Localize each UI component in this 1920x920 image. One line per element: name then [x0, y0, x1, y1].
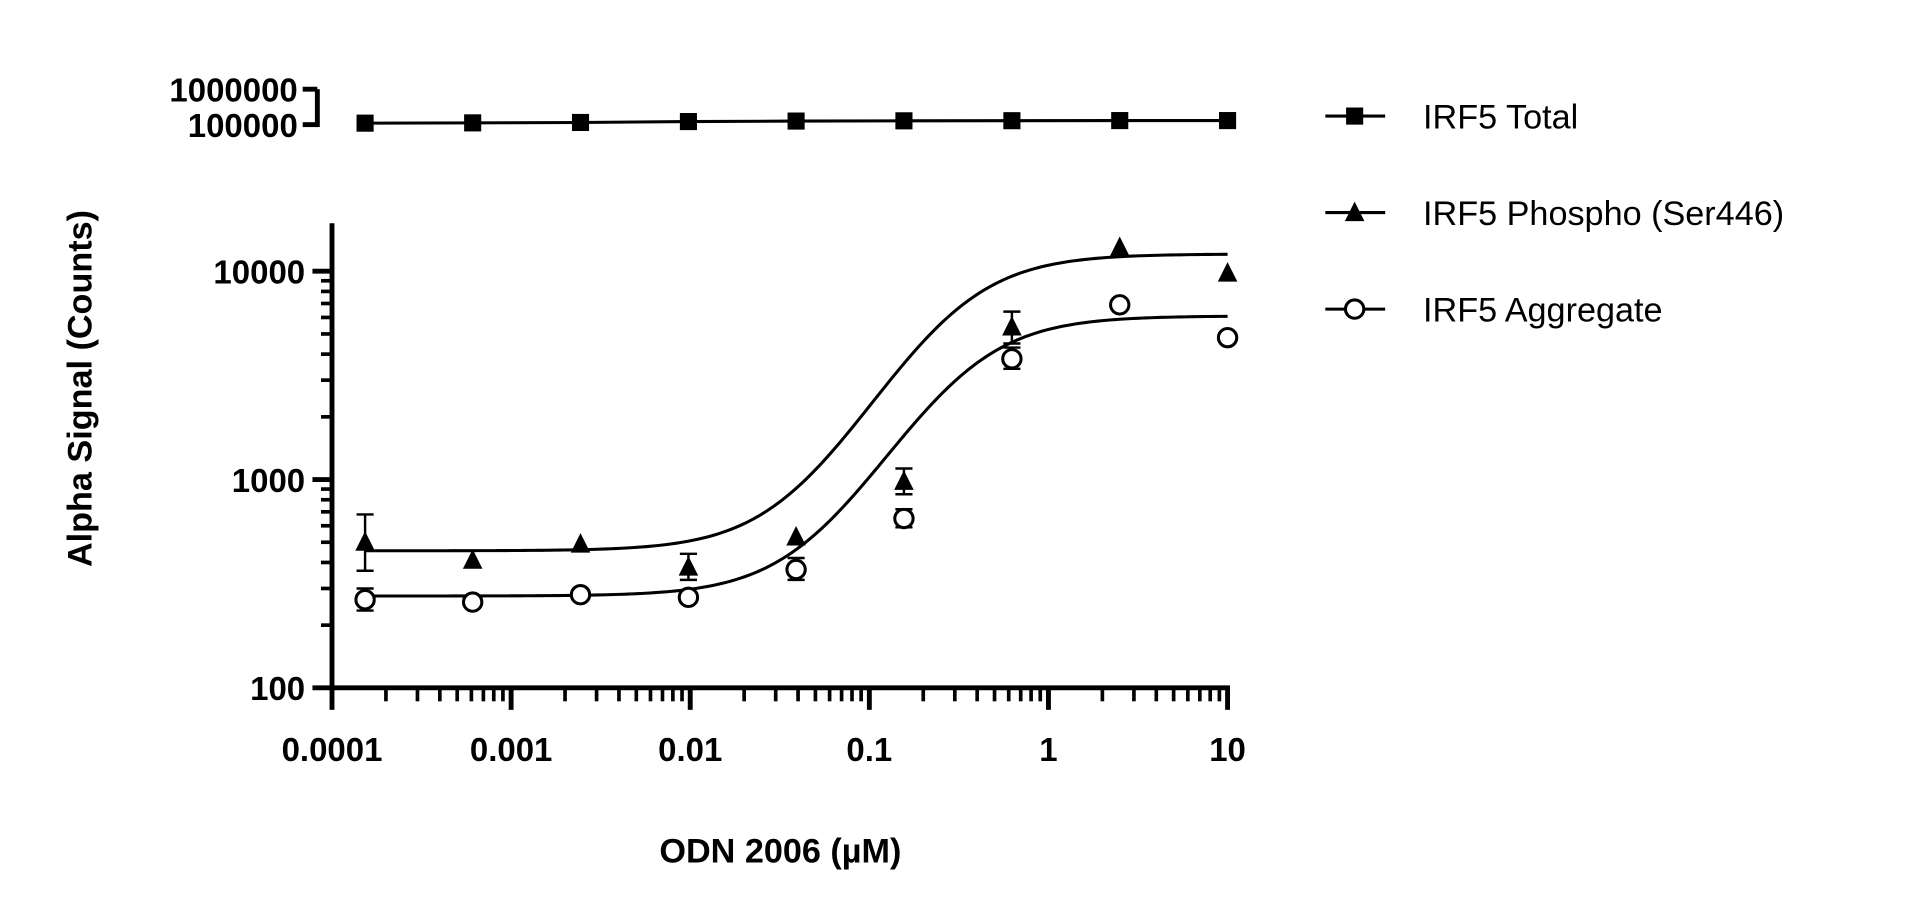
circle-marker: [569, 584, 592, 606]
triangle-marker: [1109, 236, 1130, 257]
circle-marker: [1109, 294, 1131, 316]
data-points: [354, 112, 1239, 613]
triangle-marker: [1217, 262, 1238, 282]
x-tick-label: 0.01: [658, 731, 722, 768]
square-marker: [1003, 112, 1021, 130]
fit-curves: [365, 119, 1228, 598]
triangle-marker: [1344, 201, 1365, 222]
square-marker: [1346, 107, 1364, 125]
x-tick-label: 10: [1209, 731, 1246, 768]
y-tick-label: 100: [250, 670, 305, 707]
y-axis-title: Alpha Signal (Counts): [61, 210, 99, 567]
square-marker: [571, 113, 590, 132]
y-top-tick-label: 100000: [188, 107, 298, 144]
square-marker: [895, 112, 913, 130]
y-tick-label: 1000: [232, 462, 305, 499]
legend-label: IRF5 Total: [1423, 98, 1578, 136]
legend-label: IRF5 Phospho (Ser446): [1423, 195, 1784, 233]
axes: 0.0001 0.001 0.01 0.1 1 10 100 1000 10000 1000001…: [169, 71, 1245, 768]
circle-marker: [354, 589, 376, 611]
circle-marker: [1001, 348, 1023, 370]
triangle-marker: [786, 525, 806, 546]
circle-marker: [461, 591, 484, 613]
x-tick-label: 0.0001: [282, 731, 383, 768]
x-axis-title: ODN 2006 (µM): [659, 833, 901, 871]
circle-marker: [893, 507, 915, 530]
x-tick-label: 0.001: [470, 731, 553, 768]
square-marker: [1219, 112, 1237, 130]
circle-marker: [677, 586, 700, 609]
circle-marker: [785, 558, 807, 581]
triangle-marker: [355, 531, 375, 551]
legend: IRF5 Total IRF5 Phospho (Ser446) IRF5 Aggr…: [1325, 98, 1784, 329]
legend-label: IRF5 Aggregate: [1423, 291, 1662, 329]
square-marker: [356, 114, 374, 132]
x-tick-label: 0.1: [846, 731, 892, 768]
triangle-marker: [570, 533, 591, 553]
x-tick-label: 1: [1039, 731, 1057, 768]
circle-marker: [1216, 326, 1239, 349]
y-top-tick-label: 1000000: [169, 71, 297, 108]
triangle-marker: [894, 470, 914, 490]
fit-curve: [365, 252, 1228, 553]
circle-marker: [1343, 298, 1366, 320]
square-marker: [679, 113, 697, 131]
y-tick-label: 10000: [213, 253, 305, 290]
triangle-marker: [678, 556, 699, 576]
fit-curve: [365, 314, 1228, 598]
triangle-marker: [1002, 315, 1022, 336]
square-marker: [787, 112, 805, 130]
square-marker: [1111, 112, 1129, 130]
square-marker: [464, 114, 482, 132]
triangle-marker: [462, 549, 483, 569]
